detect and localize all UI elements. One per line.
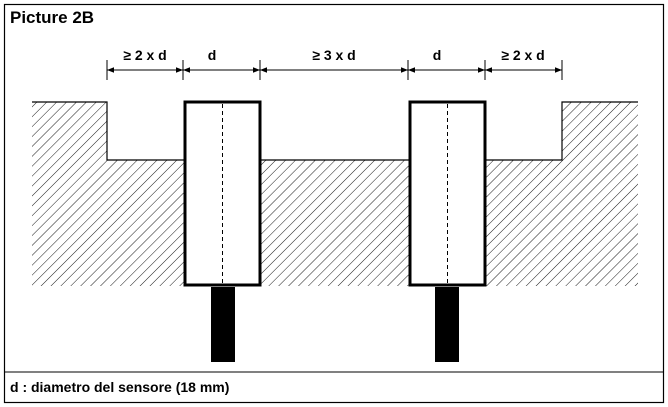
dimension-lines [106,60,563,80]
dimension-label: ≥ 2 x d [123,47,166,63]
dimension-label: d [208,47,217,63]
surface-outline [32,101,638,161]
sensor-cable [435,287,459,362]
dimension-label: ≥ 2 x d [501,47,544,63]
sensor [408,100,487,287]
title: Picture 2B [10,8,94,27]
caption: d : diametro del sensore (18 mm) [10,379,229,395]
sensor [183,100,262,287]
sensor-cable [211,287,235,362]
dimension-label: ≥ 3 x d [312,47,355,63]
dimension-label: d [433,47,442,63]
